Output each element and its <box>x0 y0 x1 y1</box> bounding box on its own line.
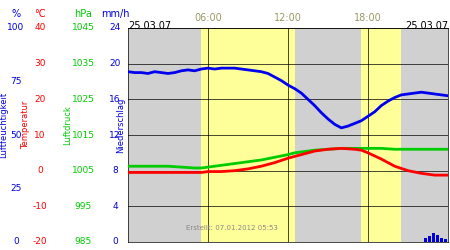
Bar <box>428 236 431 242</box>
Text: 16: 16 <box>109 95 121 104</box>
Text: Temperatur: Temperatur <box>22 101 31 149</box>
Text: 20: 20 <box>34 95 46 104</box>
Text: 30: 30 <box>34 59 46 68</box>
Text: 20: 20 <box>109 59 121 68</box>
Text: hPa: hPa <box>74 9 92 19</box>
Text: 50: 50 <box>10 130 22 140</box>
Text: 10: 10 <box>34 130 46 140</box>
Text: 24: 24 <box>109 24 121 32</box>
Text: 1045: 1045 <box>72 24 94 32</box>
Text: 12:00: 12:00 <box>274 13 302 23</box>
Text: mm/h: mm/h <box>101 9 129 19</box>
Text: 100: 100 <box>7 24 25 32</box>
Text: 25: 25 <box>10 184 22 193</box>
Text: 25.03.07: 25.03.07 <box>405 21 448 31</box>
Bar <box>423 238 427 242</box>
Text: 8: 8 <box>112 166 118 175</box>
Text: °C: °C <box>34 9 46 19</box>
Text: -20: -20 <box>33 238 47 246</box>
Text: 75: 75 <box>10 77 22 86</box>
Text: 40: 40 <box>34 24 46 32</box>
Text: 06:00: 06:00 <box>194 13 222 23</box>
Bar <box>436 235 439 242</box>
Text: 0: 0 <box>13 238 19 246</box>
Text: 1015: 1015 <box>72 130 94 140</box>
Text: 12: 12 <box>109 130 121 140</box>
Text: 995: 995 <box>74 202 92 211</box>
Text: 0: 0 <box>112 238 118 246</box>
Text: 1005: 1005 <box>72 166 94 175</box>
Text: 0: 0 <box>37 166 43 175</box>
Bar <box>361 28 401 242</box>
Bar <box>440 238 443 242</box>
Text: 25.03.07: 25.03.07 <box>128 21 171 31</box>
Text: 1035: 1035 <box>72 59 94 68</box>
Text: Luftdruck: Luftdruck <box>63 105 72 145</box>
Text: 4: 4 <box>112 202 118 211</box>
Bar <box>432 233 435 242</box>
Bar <box>444 239 447 242</box>
Text: 18:00: 18:00 <box>354 13 382 23</box>
Text: Luftfeuchtigkeit: Luftfeuchtigkeit <box>0 92 9 158</box>
Text: 1025: 1025 <box>72 95 94 104</box>
Text: Niederschlag: Niederschlag <box>117 97 126 153</box>
Text: Erstellt: 07.01.2012 05:53: Erstellt: 07.01.2012 05:53 <box>185 225 278 231</box>
Text: -10: -10 <box>32 202 47 211</box>
Text: 985: 985 <box>74 238 92 246</box>
Text: %: % <box>11 9 21 19</box>
Bar <box>201 28 295 242</box>
